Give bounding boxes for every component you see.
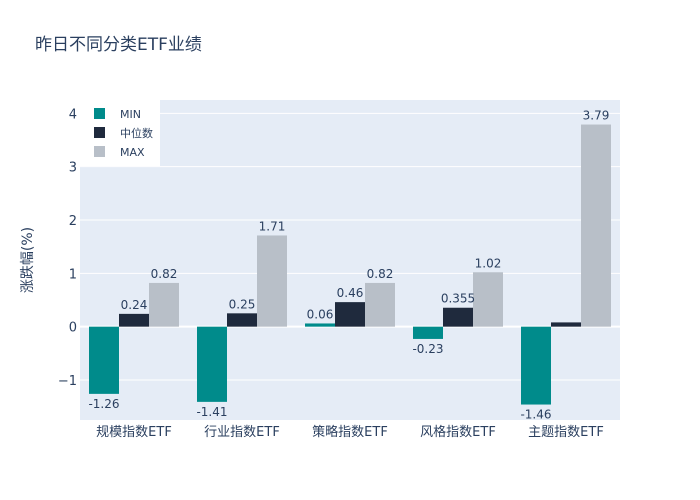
chart-title: 昨日不同分类ETF业绩 bbox=[35, 35, 202, 55]
data-label: 0.355 bbox=[441, 292, 475, 306]
data-label: -0.23 bbox=[412, 342, 443, 356]
y-tick-label: 0 bbox=[69, 321, 77, 336]
data-label: 0.25 bbox=[229, 297, 256, 311]
bar-MIN[interactable] bbox=[413, 326, 443, 339]
data-label: 0.46 bbox=[337, 286, 364, 300]
data-label: -1.46 bbox=[520, 408, 551, 422]
data-label: -1.26 bbox=[88, 397, 119, 411]
bar-中位数[interactable] bbox=[119, 313, 149, 327]
data-label: -1.41 bbox=[196, 405, 227, 419]
bar-MIN[interactable] bbox=[305, 323, 335, 327]
legend-swatch[interactable] bbox=[94, 146, 105, 157]
bar-MIN[interactable] bbox=[521, 326, 551, 405]
bar-MAX[interactable] bbox=[473, 272, 503, 327]
bars bbox=[89, 124, 611, 405]
bar-MAX[interactable] bbox=[149, 282, 179, 327]
y-axis-ticks: −1 0 1 2 3 4 bbox=[58, 107, 77, 389]
x-tick-label: 策略指数ETF bbox=[312, 424, 388, 440]
legend-box bbox=[80, 100, 160, 166]
bar-中位数[interactable] bbox=[551, 322, 581, 327]
bar-中位数[interactable] bbox=[227, 313, 257, 327]
bar-MAX[interactable] bbox=[365, 282, 395, 327]
legend[interactable]: MIN 中位数 MAX bbox=[80, 100, 160, 166]
y-tick-label: 2 bbox=[69, 214, 77, 229]
data-label: 0.82 bbox=[367, 267, 394, 281]
data-labels: -1.260.240.82-1.410.251.710.060.460.82-0… bbox=[88, 109, 609, 422]
x-tick-label: 风格指数ETF bbox=[420, 424, 496, 440]
data-label: 0.82 bbox=[151, 267, 178, 281]
bar-中位数[interactable] bbox=[335, 302, 365, 327]
x-tick-label: 规模指数ETF bbox=[96, 425, 172, 440]
x-tick-label: 主题指数ETF bbox=[528, 425, 604, 440]
bar-MAX[interactable] bbox=[257, 235, 287, 327]
data-label: 0.06 bbox=[307, 307, 334, 321]
bar-MIN[interactable] bbox=[89, 326, 119, 394]
data-label: 1.71 bbox=[259, 219, 286, 233]
y-tick-label: 4 bbox=[69, 107, 77, 122]
x-axis-ticks: 规模指数ETF 行业指数ETF 策略指数ETF 风格指数ETF 主题指数ETF bbox=[96, 424, 604, 440]
y-tick-label: 1 bbox=[69, 267, 77, 282]
data-label: 3.79 bbox=[583, 109, 610, 123]
x-tick-label: 行业指数ETF bbox=[204, 425, 280, 440]
y-axis-label: 涨跌幅(%) bbox=[20, 227, 36, 293]
legend-entry[interactable]: MAX bbox=[120, 146, 145, 159]
bar-中位数[interactable] bbox=[443, 307, 473, 327]
y-tick-label: −1 bbox=[58, 374, 77, 389]
legend-entry[interactable]: 中位数 bbox=[120, 126, 153, 140]
legend-swatch[interactable] bbox=[94, 127, 105, 138]
data-label: 1.02 bbox=[475, 256, 502, 270]
data-label: 0.24 bbox=[121, 298, 148, 312]
legend-entry[interactable]: MIN bbox=[120, 108, 141, 121]
bar-MIN[interactable] bbox=[197, 326, 227, 402]
y-tick-label: 3 bbox=[69, 161, 77, 176]
bar-MAX[interactable] bbox=[581, 124, 611, 327]
legend-swatch[interactable] bbox=[94, 108, 105, 119]
